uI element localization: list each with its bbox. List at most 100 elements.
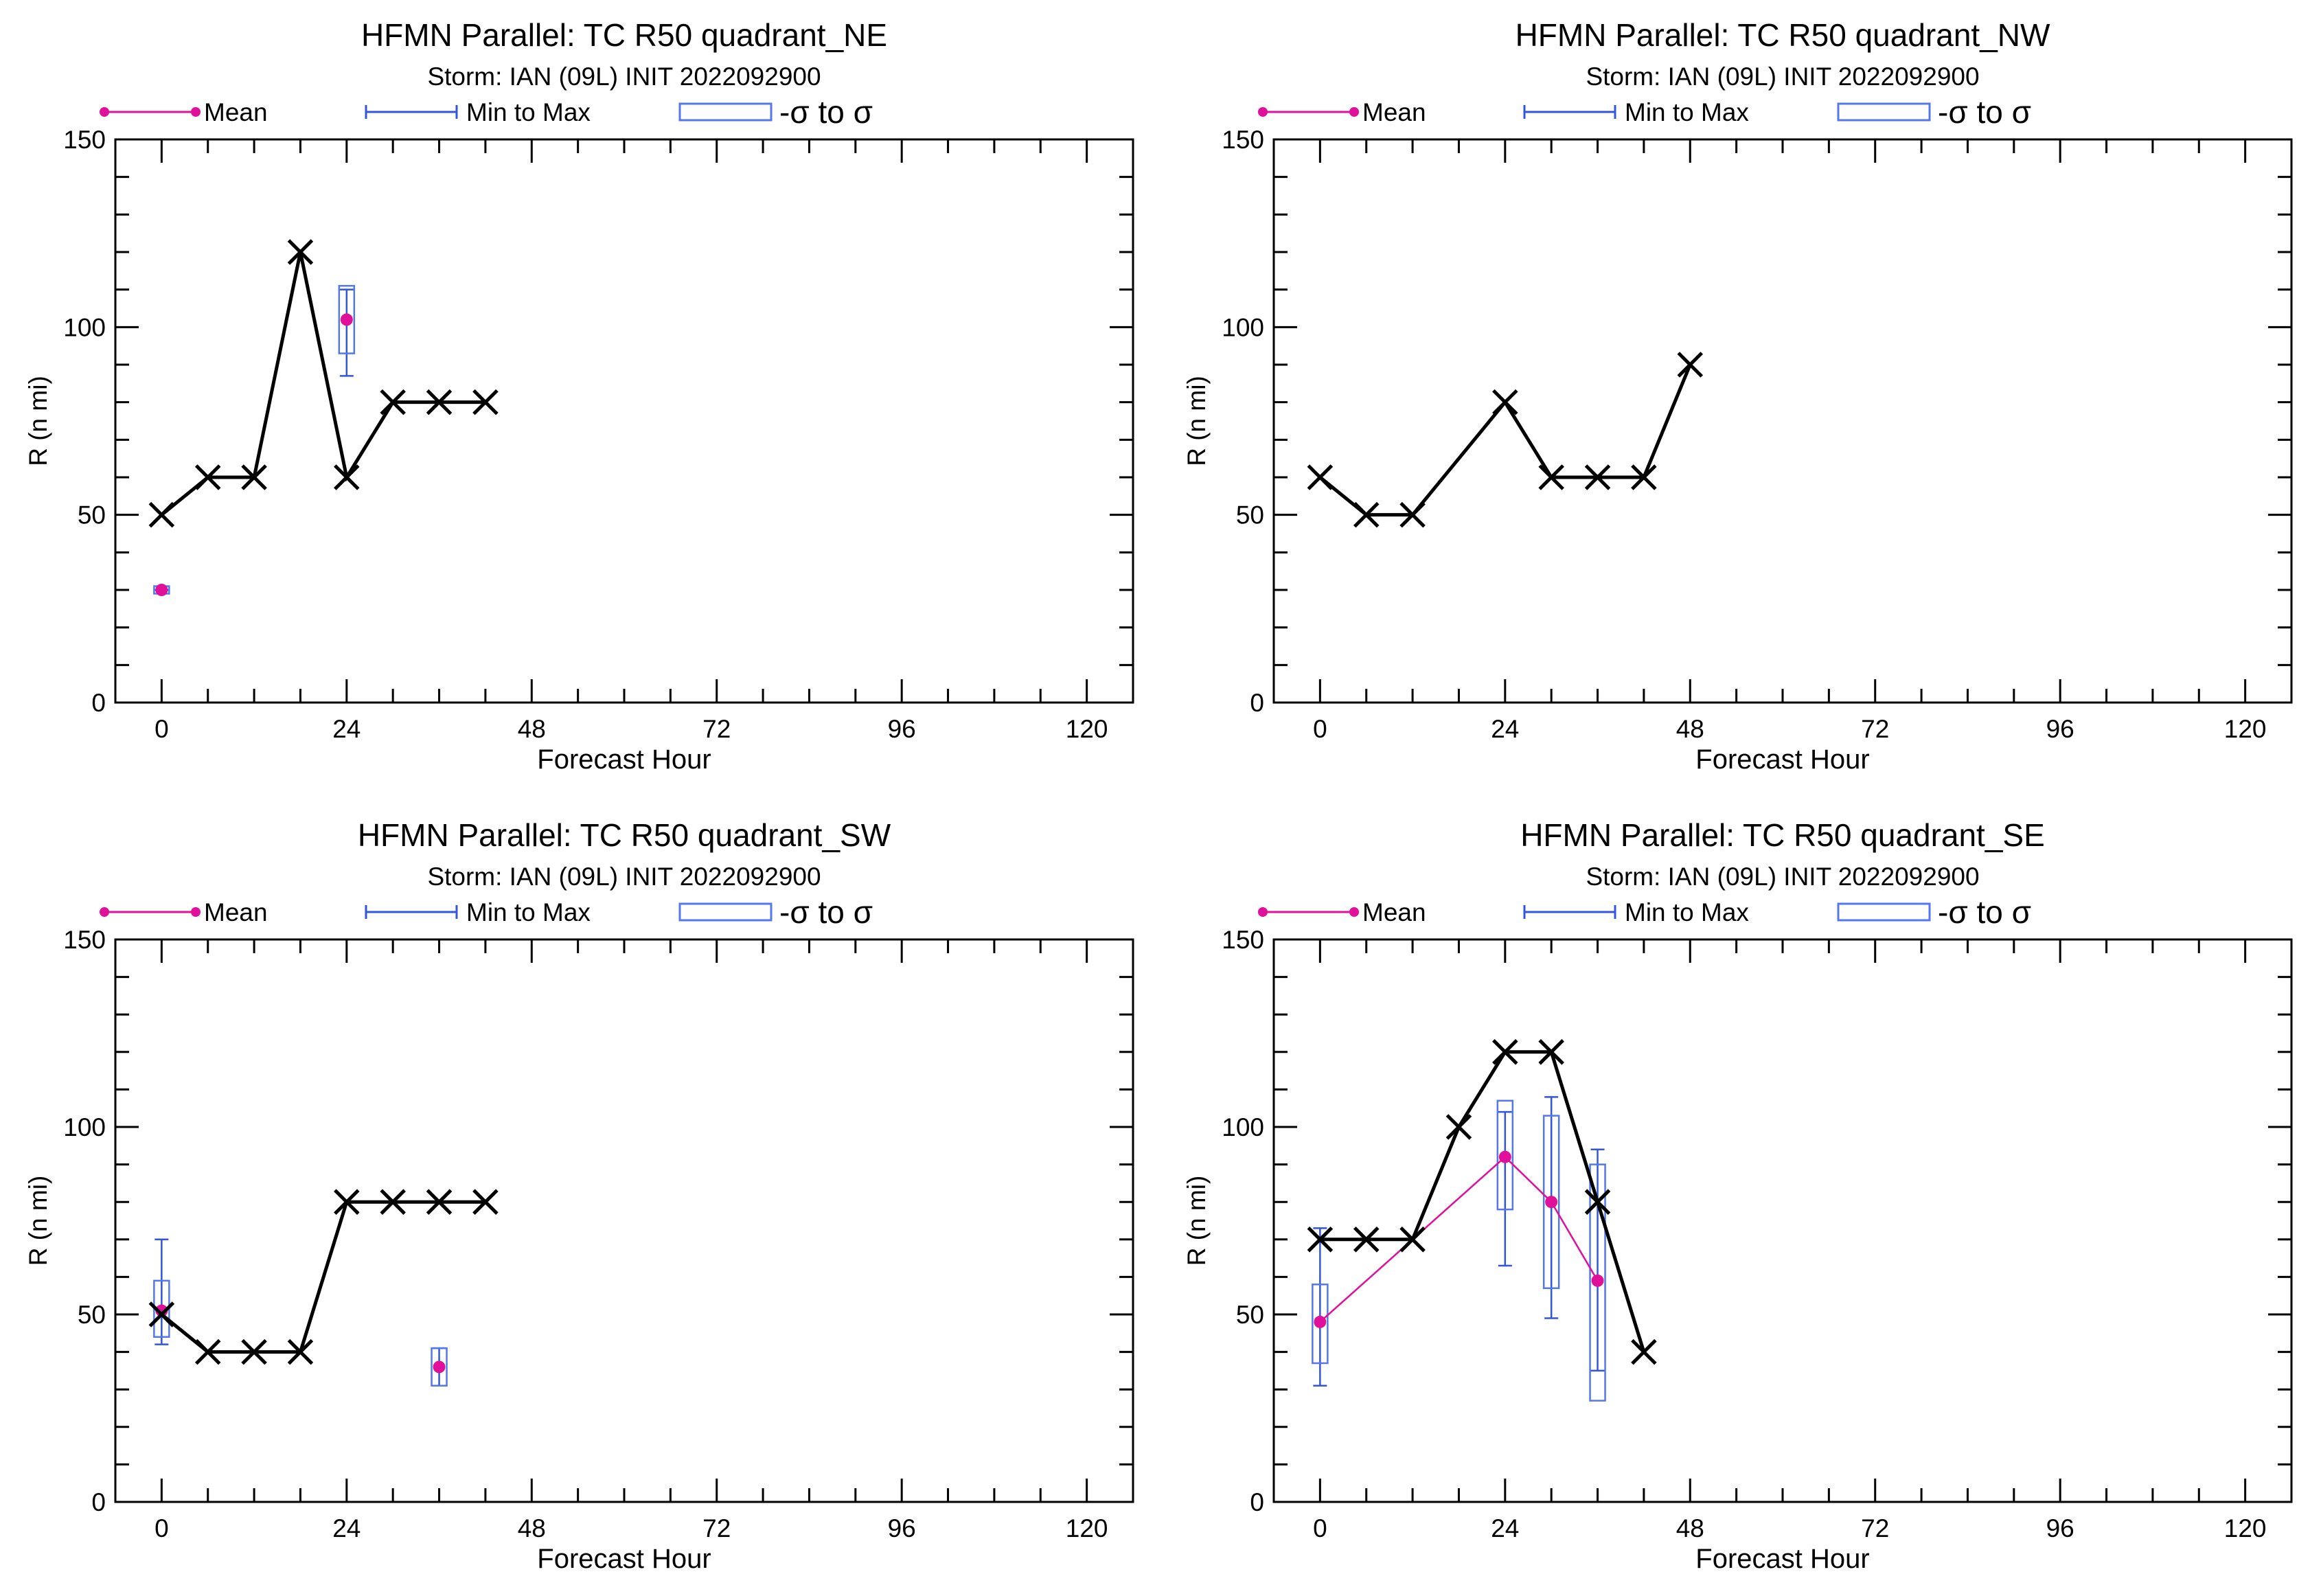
y-tick-label: 100	[63, 1113, 106, 1141]
legend-sigma-box	[678, 902, 773, 922]
chart-subtitle: Storm: IAN (09L) INIT 2022092900	[427, 62, 821, 91]
best-track-marker	[426, 1189, 453, 1215]
legend: Mean Min to Max -σ to σ	[1258, 894, 2031, 930]
best-track-marker	[1538, 464, 1564, 490]
y-tick-label: 100	[63, 313, 106, 341]
chart-panel-0: HFMN Parallel: TC R50 quadrant_NE Storm: …	[24, 17, 1134, 775]
best-track-marker	[194, 1338, 221, 1365]
best-track-marker	[1631, 464, 1657, 490]
best-track-marker	[241, 1338, 267, 1365]
legend-label-mean: Mean	[204, 98, 268, 126]
x-tick-label: 0	[1313, 715, 1327, 743]
x-tick-label: 0	[1313, 1514, 1327, 1542]
y-axis-label: R (n mi)	[1182, 1176, 1211, 1266]
best-track-marker	[287, 1338, 314, 1365]
best-track-marker	[1399, 1227, 1426, 1253]
legend-mean-marker	[100, 107, 109, 117]
x-tick-label: 24	[1491, 715, 1519, 743]
y-tick-label: 50	[78, 501, 106, 529]
x-tick-label: 120	[2224, 715, 2267, 743]
sigma-box	[338, 284, 356, 354]
legend-sigma-box	[1837, 102, 1931, 122]
best-track-marker	[1307, 464, 1334, 490]
x-tick-label: 48	[1676, 715, 1704, 743]
best-track-marker	[1492, 1039, 1518, 1065]
x-tick-label: 96	[888, 715, 916, 743]
x-axis-label: Forecast Hour	[537, 1544, 711, 1574]
legend-label-sigma: -σ to σ	[779, 94, 873, 130]
y-tick-label: 150	[1222, 926, 1264, 954]
legend-mean-marker	[100, 907, 109, 917]
x-axis-label: Forecast Hour	[1695, 1544, 1869, 1574]
y-axis-label: R (n mi)	[24, 376, 52, 466]
mean-point	[155, 584, 168, 596]
plot-frame	[114, 138, 1134, 704]
x-tick-label: 96	[2046, 715, 2074, 743]
best-track-marker	[1353, 1227, 1380, 1253]
mean-point	[155, 1304, 168, 1317]
legend-label-sigma: -σ to σ	[779, 894, 873, 930]
x-axis-label: Forecast Hour	[1695, 744, 1869, 775]
y-tick-label: 150	[63, 926, 106, 954]
chart-title: HFMN Parallel: TC R50 quadrant_NW	[1516, 17, 2050, 53]
legend-label-minmax: Min to Max	[1625, 898, 1749, 926]
best-track-marker	[148, 501, 175, 528]
best-track-marker	[1631, 1338, 1657, 1365]
x-tick-label: 24	[1491, 1514, 1519, 1542]
y-tick-label: 50	[1236, 501, 1264, 529]
legend-label-mean: Mean	[1362, 98, 1426, 126]
best-track-marker	[1445, 1114, 1472, 1140]
best-track-line	[1318, 364, 1692, 517]
best-track-marker	[1353, 501, 1380, 528]
mean-point	[340, 313, 353, 326]
legend-sigma-box	[678, 102, 773, 122]
best-track-line	[160, 1200, 485, 1354]
y-tick-label: 0	[91, 1488, 106, 1516]
best-track-marker	[194, 464, 221, 490]
y-tick-label: 100	[1222, 313, 1264, 341]
best-track-marker	[1584, 464, 1611, 490]
y-tick-label: 50	[78, 1301, 106, 1329]
legend-mean-marker	[1349, 107, 1359, 117]
best-track-marker	[1584, 1189, 1611, 1215]
best-track-marker	[1307, 1227, 1334, 1253]
x-tick-label: 48	[1676, 1514, 1704, 1542]
plot-frame	[1272, 938, 2293, 1503]
chart-panel-3: HFMN Parallel: TC R50 quadrant_SE Storm: …	[1182, 817, 2293, 1574]
legend-mean-marker	[1258, 907, 1268, 917]
best-track-marker	[241, 464, 267, 490]
legend-label-sigma: -σ to σ	[1938, 94, 2031, 130]
legend-label-sigma: -σ to σ	[1938, 894, 2031, 930]
chart-subtitle: Storm: IAN (09L) INIT 2022092900	[1586, 863, 1979, 891]
legend-sigma-box	[1837, 902, 1931, 922]
sigma-box	[1312, 1284, 1329, 1365]
x-tick-label: 96	[2046, 1514, 2074, 1542]
legend-mean-marker	[1349, 907, 1359, 917]
chart-title: HFMN Parallel: TC R50 quadrant_SE	[1520, 817, 2045, 853]
x-tick-label: 120	[1066, 715, 1108, 743]
best-track-marker	[380, 1189, 406, 1215]
legend-mean-marker	[191, 107, 201, 117]
x-tick-label: 24	[332, 1514, 361, 1542]
best-track-line	[160, 251, 485, 516]
y-tick-label: 0	[1250, 1488, 1264, 1516]
x-tick-label: 72	[1861, 715, 1889, 743]
legend-label-minmax: Min to Max	[466, 898, 591, 926]
x-tick-label: 120	[2224, 1514, 2267, 1542]
legend-mean-marker	[191, 907, 201, 917]
mean-point	[1314, 1315, 1327, 1328]
chart-subtitle: Storm: IAN (09L) INIT 2022092900	[427, 863, 821, 891]
best-track-marker	[148, 1301, 175, 1327]
y-tick-label: 100	[1222, 1113, 1264, 1141]
plot-frame	[114, 938, 1134, 1503]
sigma-box	[431, 1347, 448, 1387]
y-tick-label: 150	[63, 126, 106, 154]
best-track-marker	[380, 389, 406, 415]
y-tick-label: 0	[91, 689, 106, 717]
best-track-marker	[426, 389, 453, 415]
y-tick-label: 150	[1222, 126, 1264, 154]
legend-label-minmax: Min to Max	[466, 98, 591, 126]
chart-title: HFMN Parallel: TC R50 quadrant_SW	[358, 817, 891, 853]
legend-label-minmax: Min to Max	[1625, 98, 1749, 126]
